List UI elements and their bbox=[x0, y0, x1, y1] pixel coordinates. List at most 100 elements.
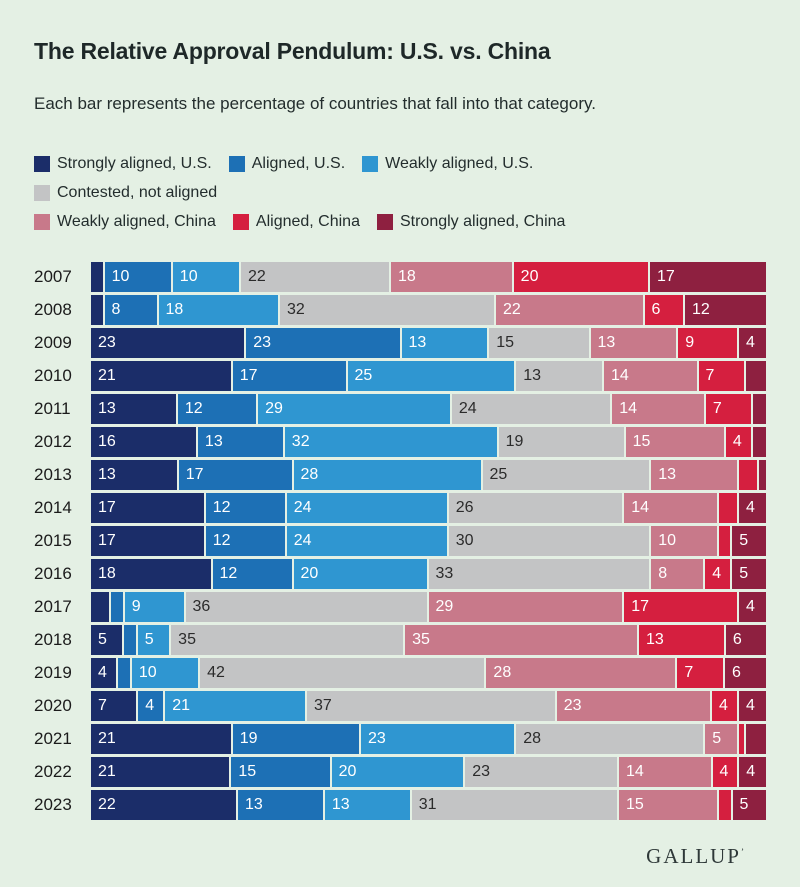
bar-segment: 23 bbox=[246, 328, 402, 358]
bar-area: 7 4 21 37 23 4 4 bbox=[91, 691, 766, 721]
segment-value: 12 bbox=[692, 301, 710, 318]
year-label: 2018 bbox=[34, 630, 72, 649]
bar-segment: 17 bbox=[650, 262, 766, 292]
segment-value: 17 bbox=[239, 367, 258, 384]
segment-value: 36 bbox=[192, 598, 211, 615]
segment-value: 13 bbox=[98, 466, 116, 483]
segment-value: 13 bbox=[245, 796, 263, 813]
segment-value: 13 bbox=[408, 334, 427, 351]
bar-area: 8 18 32 22 6 12 bbox=[91, 295, 766, 325]
bar-segment: 8 bbox=[651, 559, 706, 589]
bar-segment: 4 bbox=[739, 493, 766, 523]
year-label: 2020 bbox=[34, 696, 72, 715]
chart-row: 2014 17 12 24 26 14 4 bbox=[34, 493, 766, 523]
bar-segment bbox=[752, 427, 766, 457]
year-label: 2017 bbox=[34, 597, 72, 616]
legend-item: Strongly aligned, China bbox=[376, 213, 565, 231]
bar-segment: 32 bbox=[284, 427, 499, 457]
chart-row: 2020 7 4 21 37 23 4 4 bbox=[34, 691, 766, 721]
chart-subtitle: Each bar represents the percentage of co… bbox=[34, 94, 596, 113]
bar-segment: 22 bbox=[240, 262, 391, 292]
segment-value: 4 bbox=[712, 565, 722, 582]
bar-segment: 13 bbox=[197, 427, 285, 457]
segment-value: 13 bbox=[597, 334, 616, 351]
bar-segment: 18 bbox=[158, 295, 280, 325]
bar-segment: 7 bbox=[698, 361, 746, 391]
segment-value: 18 bbox=[98, 565, 116, 582]
bar-segment: 31 bbox=[411, 790, 619, 820]
year-label: 2019 bbox=[34, 663, 72, 682]
legend-label: Weakly aligned, China bbox=[57, 213, 216, 230]
segment-value: 5 bbox=[739, 796, 749, 813]
chart-row: 2017 9 36 29 17 4 bbox=[34, 592, 766, 622]
bar-segment: 4 bbox=[138, 691, 166, 721]
segment-value: 23 bbox=[563, 697, 582, 714]
year-label: 2010 bbox=[34, 366, 72, 385]
year-label: 2022 bbox=[34, 762, 72, 781]
bar-area: 21 17 25 13 14 7 bbox=[91, 361, 766, 391]
legend-item: Contested, not aligned bbox=[34, 184, 217, 202]
bar-segment: 4 bbox=[739, 328, 766, 358]
legend-row: Contested, not aligned bbox=[34, 184, 766, 202]
bar-segment: 10 bbox=[131, 658, 201, 688]
segment-value: 15 bbox=[632, 433, 651, 450]
bar-segment bbox=[718, 493, 739, 523]
bar-segment: 12 bbox=[212, 559, 294, 589]
bar-area: 4 10 42 28 7 6 bbox=[91, 658, 766, 688]
bar-segment: 13 bbox=[651, 460, 739, 490]
segment-value: 23 bbox=[253, 334, 272, 351]
segment-value: 21 bbox=[98, 763, 116, 780]
bar-segment: 28 bbox=[486, 658, 678, 688]
bar-segment: 7 bbox=[705, 394, 753, 424]
segment-value: 24 bbox=[458, 400, 477, 417]
segment-value: 13 bbox=[331, 796, 350, 813]
legend-swatch bbox=[232, 214, 249, 230]
bar-segment: 5 bbox=[732, 559, 766, 589]
bar-segment: 21 bbox=[91, 724, 233, 754]
segment-value: 29 bbox=[265, 400, 283, 417]
bar-segment: 19 bbox=[232, 724, 361, 754]
bar-segment: 5 bbox=[732, 526, 766, 556]
bar-segment bbox=[91, 262, 105, 292]
segment-value: 13 bbox=[204, 433, 223, 450]
legend-row: Strongly aligned, U.S. Aligned, U.S. Weakl… bbox=[34, 155, 766, 173]
bar-segment: 12 bbox=[177, 394, 259, 424]
bar-segment: 22 bbox=[496, 295, 645, 325]
bar-segment: 14 bbox=[624, 493, 719, 523]
bar-segment: 28 bbox=[516, 724, 706, 754]
bar-segment: 20 bbox=[293, 559, 429, 589]
segment-value: 12 bbox=[219, 565, 238, 582]
bar-segment bbox=[739, 724, 746, 754]
bar-segment: 25 bbox=[347, 361, 517, 391]
legend-item: Aligned, U.S. bbox=[228, 155, 345, 173]
bar-segment: 4 bbox=[91, 658, 119, 688]
segment-value: 6 bbox=[732, 664, 741, 681]
segment-value: 22 bbox=[247, 268, 266, 285]
segment-value: 17 bbox=[98, 532, 116, 549]
bar-segment bbox=[752, 394, 766, 424]
bar-segment: 15 bbox=[625, 427, 726, 457]
bar-segment: 4 bbox=[739, 691, 766, 721]
segment-value: 30 bbox=[455, 532, 474, 549]
bar-area: 13 17 28 25 13 bbox=[91, 460, 766, 490]
bar-area: 21 15 20 23 14 4 4 bbox=[91, 757, 766, 787]
segment-value: 5 bbox=[739, 565, 749, 582]
bar-segment: 32 bbox=[280, 295, 496, 325]
segment-value: 7 bbox=[684, 664, 694, 681]
bar-segment: 14 bbox=[612, 394, 706, 424]
legend-swatch bbox=[34, 214, 50, 230]
segment-value: 16 bbox=[98, 433, 116, 450]
bar-segment: 9 bbox=[124, 592, 186, 622]
segment-value: 35 bbox=[412, 631, 430, 648]
segment-value: 17 bbox=[98, 499, 116, 516]
segment-value: 14 bbox=[625, 763, 644, 780]
bar-segment: 24 bbox=[286, 493, 449, 523]
year-label: 2016 bbox=[34, 564, 72, 583]
year-label: 2007 bbox=[34, 267, 72, 286]
year-label: 2013 bbox=[34, 465, 72, 484]
bar-segment: 13 bbox=[324, 790, 412, 820]
bar-area: 18 12 20 33 8 4 5 bbox=[91, 559, 766, 589]
bar-segment: 10 bbox=[172, 262, 241, 292]
segment-value: 20 bbox=[338, 763, 357, 780]
bar-segment: 14 bbox=[604, 361, 699, 391]
